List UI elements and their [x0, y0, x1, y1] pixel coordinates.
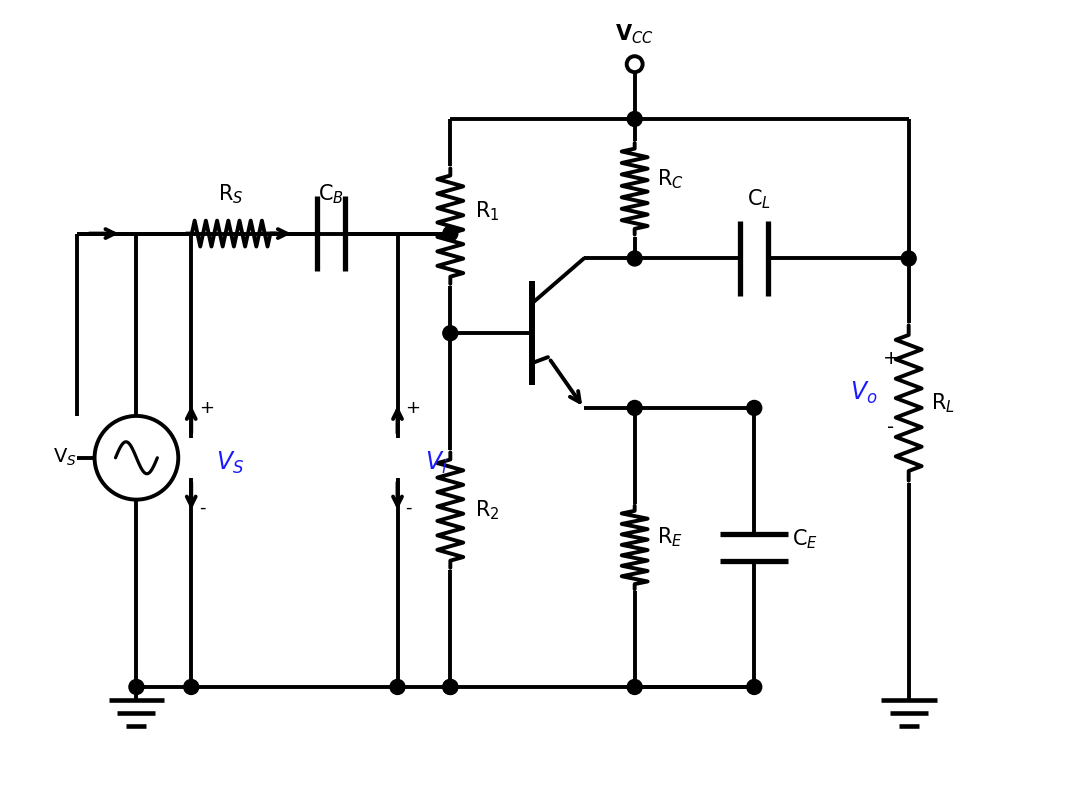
Circle shape	[184, 679, 199, 694]
Circle shape	[746, 400, 761, 415]
Text: V$_o$: V$_o$	[850, 380, 878, 406]
Text: +: +	[199, 399, 214, 417]
Circle shape	[443, 679, 458, 694]
Circle shape	[443, 226, 458, 241]
Circle shape	[390, 679, 405, 694]
Text: R$_L$: R$_L$	[931, 391, 955, 414]
Text: +: +	[405, 399, 420, 417]
Circle shape	[627, 400, 643, 415]
Text: R$_1$: R$_1$	[475, 199, 500, 223]
Text: C$_L$: C$_L$	[747, 187, 771, 210]
Circle shape	[746, 679, 761, 694]
Text: C$_B$: C$_B$	[318, 182, 343, 206]
Text: -: -	[887, 418, 894, 437]
Text: R$_C$: R$_C$	[657, 167, 684, 191]
Circle shape	[443, 679, 458, 694]
Text: R$_S$: R$_S$	[218, 182, 244, 206]
Circle shape	[627, 251, 643, 266]
Text: +: +	[882, 348, 899, 368]
Text: -: -	[199, 499, 205, 517]
Text: -: -	[405, 499, 411, 517]
Circle shape	[901, 251, 916, 266]
Text: C$_E$: C$_E$	[792, 528, 819, 552]
Circle shape	[627, 111, 643, 126]
Text: V$_{CC}$: V$_{CC}$	[616, 23, 654, 46]
Text: V$_i$: V$_i$	[426, 450, 448, 476]
Circle shape	[627, 679, 643, 694]
Circle shape	[443, 325, 458, 340]
Text: R$_2$: R$_2$	[475, 498, 500, 522]
Text: V$_S$: V$_S$	[53, 447, 77, 468]
Text: V$_S$: V$_S$	[216, 450, 244, 476]
Text: R$_E$: R$_E$	[657, 526, 683, 549]
Circle shape	[129, 679, 144, 694]
